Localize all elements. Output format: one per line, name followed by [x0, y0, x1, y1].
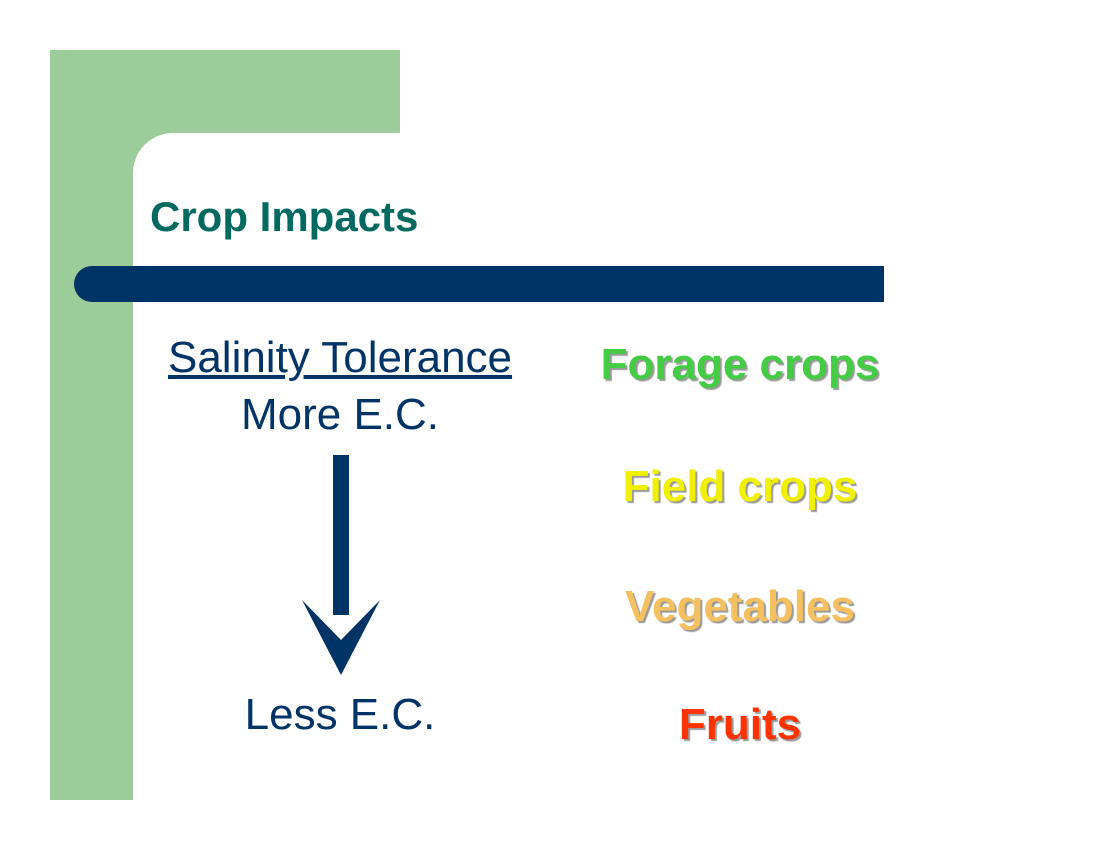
bottom-label: Less E.C.	[244, 690, 436, 739]
crop: Fruits	[678, 700, 802, 749]
rule	[74, 266, 884, 302]
white-panel	[133, 133, 1100, 850]
heading: Salinity Tolerance	[167, 333, 513, 382]
arrow	[302, 455, 380, 675]
top-label: More E.C.	[240, 390, 440, 439]
crop: Field crops	[622, 462, 858, 511]
crop: Vegetables	[625, 582, 855, 631]
title: Crop Impacts	[150, 193, 419, 240]
crop: Forage crops	[600, 340, 880, 389]
